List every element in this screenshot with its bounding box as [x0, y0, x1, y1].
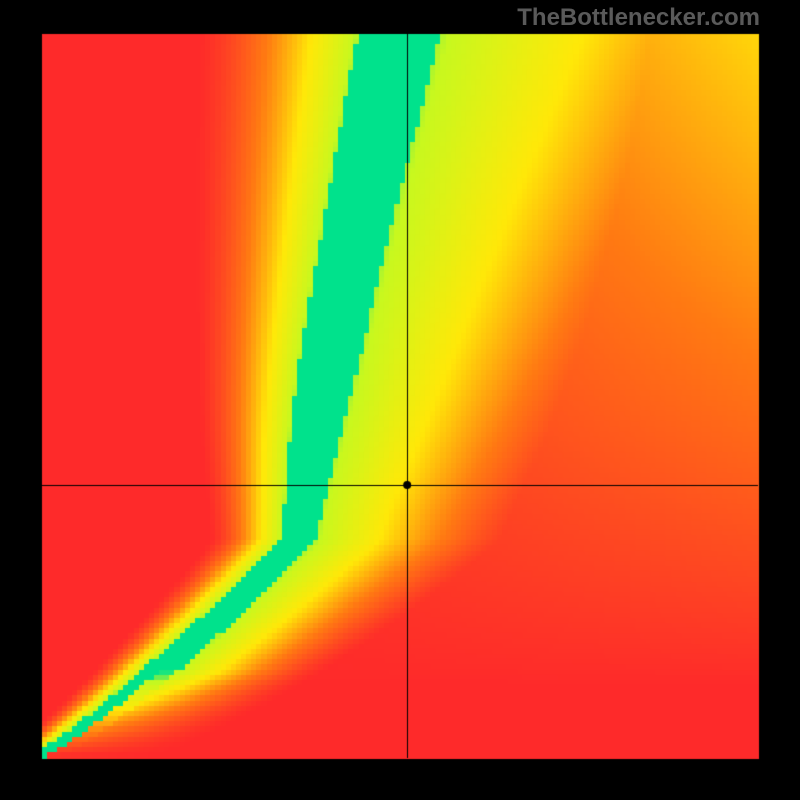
chart-container: TheBottlenecker.com: [0, 0, 800, 800]
watermark-text: TheBottlenecker.com: [517, 4, 760, 32]
bottleneck-heatmap: [0, 0, 800, 800]
